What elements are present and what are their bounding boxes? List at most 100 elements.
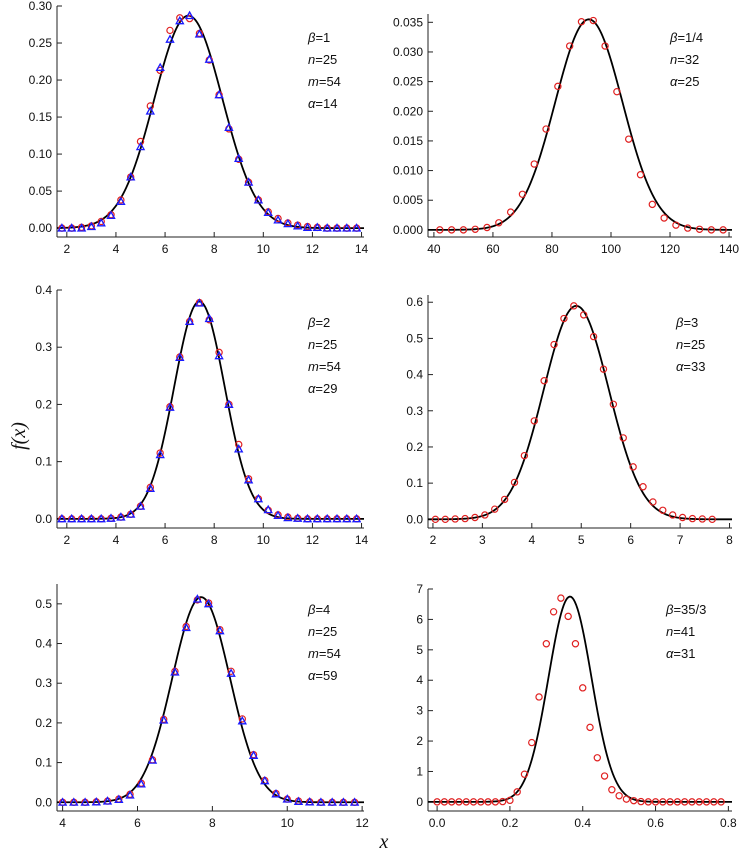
- circle-point: [238, 715, 247, 723]
- circle-point: [637, 797, 645, 806]
- circle-point: [695, 798, 703, 806]
- triangle-point: [322, 513, 332, 523]
- triangle-point: [342, 223, 352, 232]
- circle-point: [564, 612, 572, 621]
- x-tick-label: 10: [257, 242, 271, 256]
- triangle-point: [125, 509, 136, 518]
- circle-point: [535, 693, 543, 701]
- x-tick-label: 8: [211, 533, 218, 547]
- x-tick-label: 8: [211, 242, 218, 256]
- y-tick-label: 0.6: [406, 295, 423, 309]
- chart-top-right: 40 60 80 100 120 140 0.000 0.005 0.010 0.015 0.020…: [393, 14, 739, 256]
- circle-point: [506, 796, 514, 805]
- y-tick-label: 0.5: [406, 331, 423, 345]
- circle-point: [227, 667, 235, 676]
- circle-point: [688, 514, 697, 523]
- parameter-symbol: n: [666, 624, 673, 639]
- circle-point: [528, 738, 536, 747]
- circle-point: [455, 798, 463, 806]
- triangle-point: [283, 218, 293, 228]
- triangle-point: [116, 512, 126, 521]
- circle-point: [580, 311, 588, 319]
- circle-point: [560, 314, 568, 323]
- circle-point: [166, 26, 174, 35]
- circle-point: [586, 723, 594, 732]
- x-tick-label: 60: [486, 242, 500, 256]
- parameter-equals: =: [315, 30, 323, 45]
- circle-point: [668, 511, 677, 519]
- y-tick-label: 0.0: [35, 795, 52, 809]
- triangle-point: [66, 223, 77, 232]
- parameter-value: 25: [323, 52, 337, 67]
- triangle-point: [145, 106, 156, 115]
- x-tick-label: 0.2: [502, 816, 519, 830]
- triangle-point: [322, 223, 332, 232]
- triangle-point: [243, 177, 254, 186]
- circle-point: [710, 798, 718, 806]
- triangle-point: [57, 797, 68, 806]
- triangle-point: [204, 54, 215, 63]
- triangle-point: [351, 513, 362, 523]
- triangle-point: [145, 483, 156, 493]
- x-tick-label: 6: [162, 533, 169, 547]
- triangle-point: [215, 625, 225, 635]
- triangle-point: [155, 62, 165, 71]
- triangle-point: [165, 34, 175, 43]
- parameter-symbol: n: [308, 624, 315, 639]
- y-tick-label: 0.020: [393, 104, 423, 118]
- triangle-point: [57, 513, 67, 523]
- circle-point: [520, 451, 529, 460]
- parameter-value: 25: [323, 337, 337, 352]
- parameter-equals: =: [315, 381, 323, 396]
- y-tick-label: 0.2: [406, 440, 423, 454]
- parameter-value: 54: [326, 74, 340, 89]
- x-tick-label: 100: [601, 242, 621, 256]
- circle-point: [688, 798, 696, 806]
- triangle-point: [170, 667, 180, 676]
- triangle-point: [271, 788, 281, 798]
- parameter-annotation: n=41: [666, 624, 695, 639]
- x-tick-label: 6: [134, 816, 141, 830]
- parameter-annotation: β=1: [307, 30, 330, 45]
- parameter-symbol: α: [308, 96, 316, 111]
- parameter-equals: =: [677, 30, 685, 45]
- circle-point: [495, 219, 503, 227]
- circle-point: [624, 135, 633, 143]
- parameter-equals: =: [319, 359, 327, 374]
- triangle-point: [312, 222, 323, 231]
- parameter-equals: =: [673, 624, 681, 639]
- parameter-value: 33: [691, 359, 705, 374]
- circle-point: [498, 797, 507, 806]
- parameter-value: 54: [326, 359, 340, 374]
- parameter-equals: =: [677, 74, 685, 89]
- triangle-point: [125, 172, 136, 181]
- circle-point: [471, 513, 479, 522]
- triangle-point: [106, 513, 116, 522]
- y-tick-label: 0: [416, 795, 423, 809]
- circle-point: [615, 792, 623, 800]
- circle-point: [660, 214, 668, 222]
- parameter-annotation: n=25: [308, 52, 337, 67]
- triangle-point: [102, 796, 113, 805]
- circle-point: [215, 348, 223, 357]
- chart-top-left: 2 4 6 8 10 12 140.000.050.100.150.200.250.30β=…: [29, 0, 369, 256]
- y-tick-label: 0.035: [393, 15, 423, 29]
- triangle-point: [282, 794, 293, 803]
- y-tick-label: 0.0: [406, 512, 423, 526]
- triangle-point: [237, 715, 248, 725]
- y-tick-label: 0.3: [35, 340, 52, 354]
- y-tick-label: 0.05: [29, 184, 53, 198]
- circle-point: [599, 365, 608, 373]
- y-tick-label: 0.025: [393, 75, 423, 89]
- parameter-symbol: m: [308, 74, 319, 89]
- triangle-point: [135, 501, 146, 510]
- triangle-point: [203, 598, 214, 608]
- circle-point: [649, 498, 657, 506]
- triangle-point: [184, 316, 195, 325]
- triangle-point: [338, 797, 349, 806]
- triangle-point: [165, 402, 175, 411]
- triangle-point: [136, 779, 146, 788]
- y-tick-label: 0.3: [406, 404, 423, 418]
- circle-point: [436, 226, 444, 234]
